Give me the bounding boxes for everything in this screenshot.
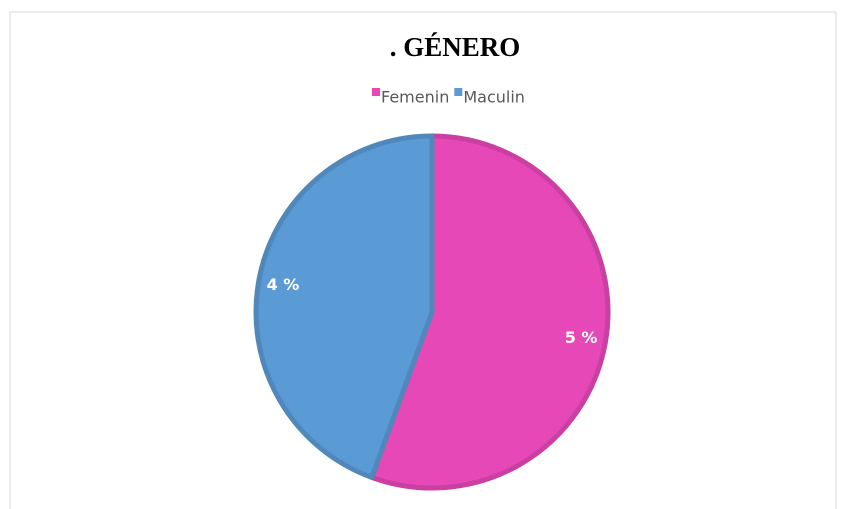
legend-label: Maculin <box>463 88 525 107</box>
legend-swatch <box>454 88 463 96</box>
chart-frame <box>9 11 837 509</box>
legend-swatch <box>372 88 380 96</box>
pie-slice <box>253 133 435 480</box>
legend-label: Femenin <box>381 88 449 107</box>
pie-slice <box>369 133 611 491</box>
data-label: 4 % <box>267 275 300 294</box>
data-label: 5 % <box>565 328 598 347</box>
chart-title: . GÉNERO <box>390 32 521 62</box>
